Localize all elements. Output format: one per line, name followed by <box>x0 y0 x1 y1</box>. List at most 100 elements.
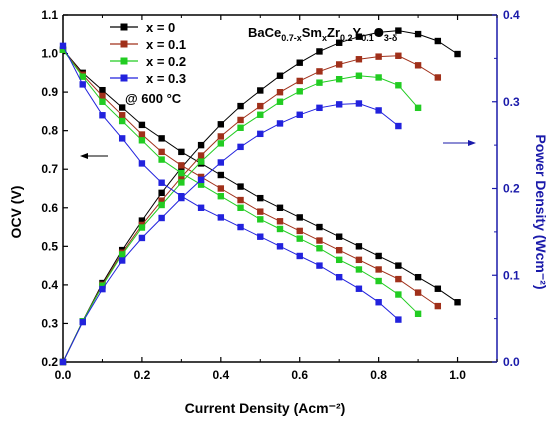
ocv-point <box>355 243 363 250</box>
legend: x = 0 x = 0.1 x = 0.2 x = 0.3 <box>110 20 186 86</box>
series-layer <box>59 27 461 366</box>
ocv-point <box>197 204 205 211</box>
power-point <box>257 130 264 138</box>
ocv-point <box>414 273 422 281</box>
ocv-point <box>118 104 126 111</box>
ocv-point <box>99 98 106 105</box>
ocv-point <box>237 196 244 204</box>
power-point <box>237 116 244 124</box>
ocv-point <box>158 179 165 186</box>
ocv-point <box>217 214 225 221</box>
power-point <box>178 174 185 181</box>
power-point <box>197 158 205 165</box>
power-point <box>316 48 323 55</box>
ocv-point <box>395 316 402 323</box>
ocv-point <box>296 252 303 260</box>
ocv-line <box>62 49 439 307</box>
power-point <box>257 102 264 110</box>
ocv-point <box>434 302 442 310</box>
ocv-point <box>79 73 86 80</box>
ocv-point <box>335 246 343 254</box>
power-point <box>237 102 244 110</box>
legend-label: x = 0 <box>146 20 175 35</box>
ocv-point <box>99 86 106 94</box>
condition-annotation: @ 600 °C <box>125 91 182 106</box>
ocv-point <box>138 137 146 144</box>
power-point <box>316 79 323 86</box>
power-point <box>316 68 323 75</box>
power-point <box>158 214 165 222</box>
y-left-tick-label: 0.8 <box>41 124 58 138</box>
power-point <box>197 152 205 159</box>
series-3 <box>59 42 402 366</box>
ocv-point <box>335 273 343 281</box>
ocv-point <box>276 225 284 233</box>
ocv-point <box>316 262 323 269</box>
power-point <box>276 72 284 79</box>
power-line <box>62 55 439 363</box>
ocv-point <box>158 135 165 142</box>
power-point <box>158 189 165 197</box>
power-point <box>217 140 225 147</box>
y-right-axis-label: Power Density (Wcm⁻²) <box>533 134 549 289</box>
power-point <box>355 33 363 40</box>
power-point <box>316 104 323 112</box>
x-tick-label: 0.4 <box>212 368 229 382</box>
power-point <box>158 201 165 209</box>
series-1 <box>59 46 442 366</box>
power-point <box>414 62 422 69</box>
ocv-point <box>217 185 225 192</box>
power-point <box>395 52 402 59</box>
ocv-point <box>355 266 363 273</box>
y-left-tick-label: 1.0 <box>41 47 58 61</box>
ocv-point <box>395 291 402 298</box>
y-right-tick-label: 0.2 <box>503 182 520 196</box>
ocv-point <box>59 46 67 53</box>
legend-label: x = 0.2 <box>146 54 186 69</box>
power-point <box>197 141 205 149</box>
x-tick-label: 0.0 <box>55 368 72 382</box>
formula-text: O <box>374 25 384 40</box>
power-point <box>355 72 363 79</box>
power-point <box>118 257 126 264</box>
power-point <box>414 104 422 112</box>
ocv-point <box>178 162 185 169</box>
formula-subscript: 0.1 <box>361 33 374 43</box>
y-left-tick-label: 1.1 <box>41 8 58 22</box>
ocv-point <box>257 216 264 223</box>
ocv-point <box>296 235 303 242</box>
y-right-tick-label: 0.4 <box>503 8 520 22</box>
power-point <box>257 87 264 94</box>
ocv-point <box>118 112 126 119</box>
y-left-tick-label: 0.9 <box>41 85 58 99</box>
x-tick-label: 0.6 <box>291 368 308 382</box>
power-point <box>375 29 382 36</box>
ocv-point <box>414 289 422 296</box>
y-left-tick-label: 0.6 <box>41 201 58 215</box>
y-right-tick-label: 0.3 <box>503 95 520 109</box>
ocv-point <box>296 214 303 221</box>
power-point <box>395 27 402 34</box>
power-point <box>237 143 244 151</box>
power-point <box>355 100 363 107</box>
power-point <box>237 124 244 131</box>
formula-text: Sm <box>302 25 322 40</box>
power-point <box>335 75 343 83</box>
ocv-point <box>335 256 343 264</box>
ocv-point <box>178 169 185 177</box>
ocv-point <box>217 171 225 179</box>
formula-subscript: x <box>322 33 327 43</box>
power-point <box>257 111 264 118</box>
power-point <box>335 39 343 46</box>
x-tick-label: 0.2 <box>134 368 151 382</box>
power-point <box>395 122 402 130</box>
ocv-point <box>355 256 363 264</box>
ocv-point <box>237 204 244 211</box>
y-right-tick-label: 0.1 <box>503 268 520 282</box>
ocv-point <box>138 121 146 129</box>
x-tick-label: 1.0 <box>449 368 466 382</box>
ocv-point <box>414 310 422 318</box>
legend-label: x = 0.3 <box>146 71 186 86</box>
ocv-point <box>257 194 264 202</box>
power-point <box>79 318 86 326</box>
